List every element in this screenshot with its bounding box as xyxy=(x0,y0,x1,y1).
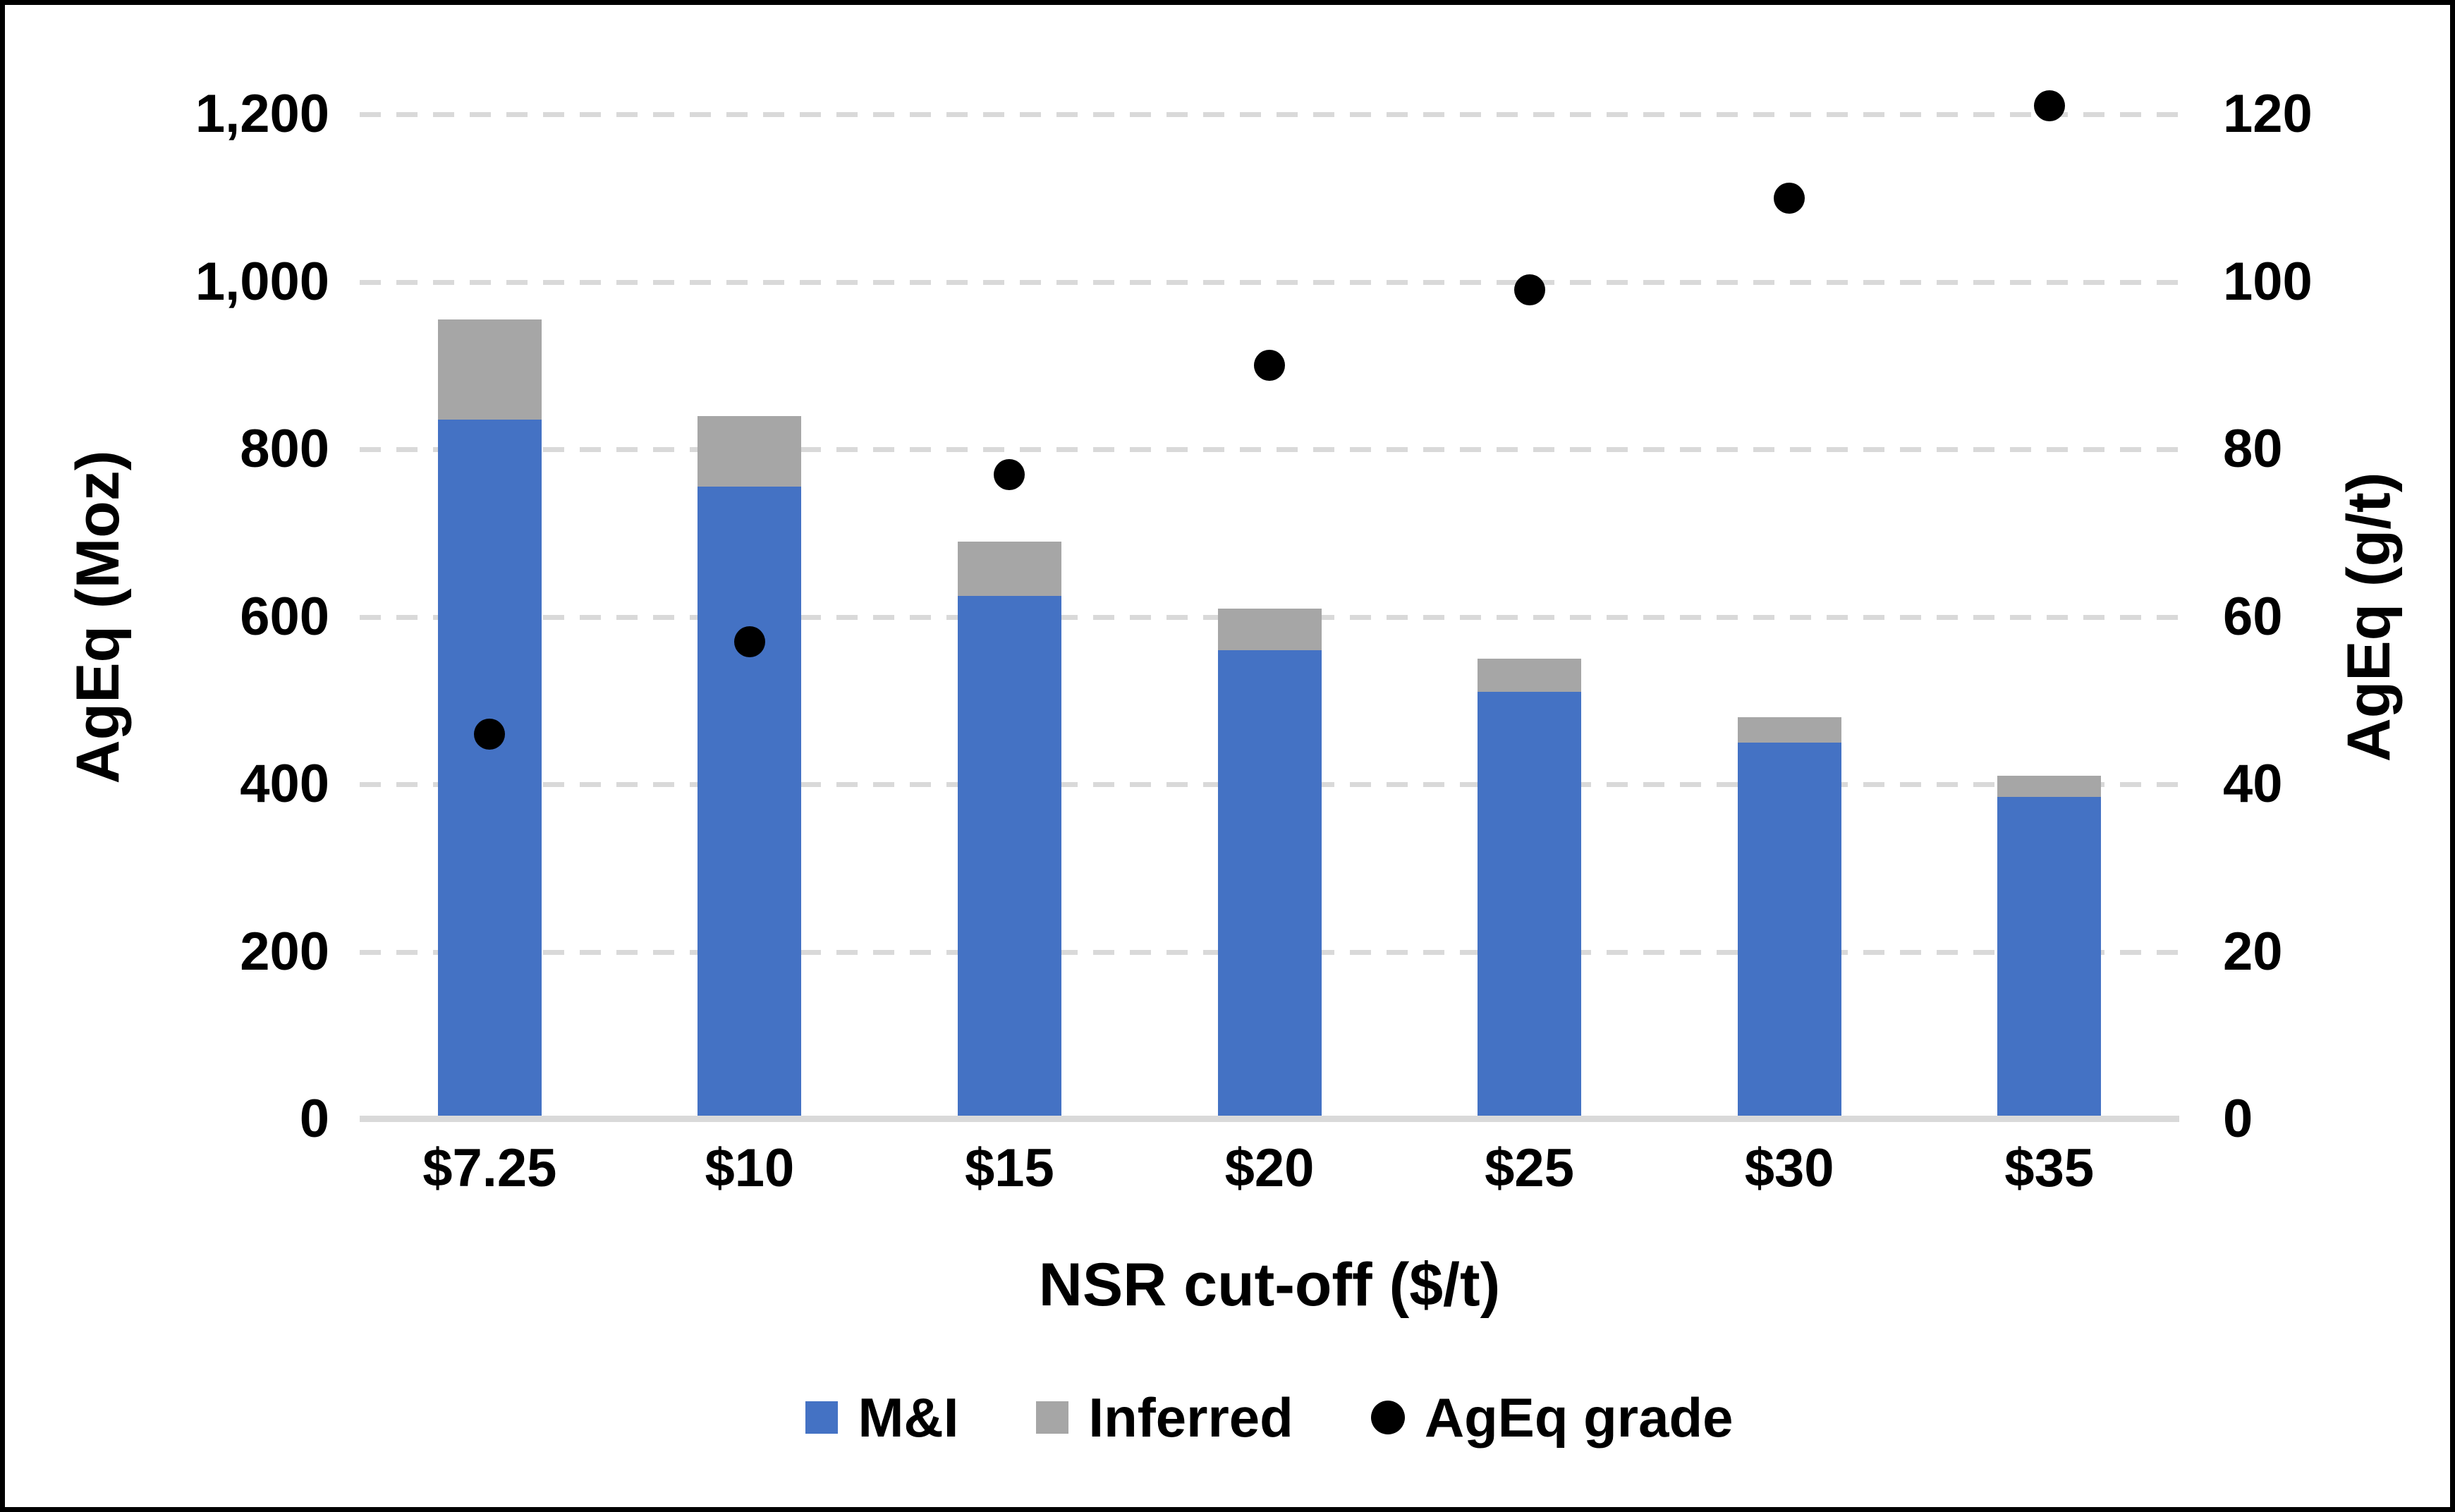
left-axis-tick-label: 1,000 xyxy=(195,251,329,312)
right-axis-tick-label: 100 xyxy=(2223,251,2313,312)
scatter-point-ageq-grade xyxy=(1774,182,1805,214)
legend-item-ageq-grade: AgEq grade xyxy=(1370,1386,1734,1449)
right-axis-tick-label: 80 xyxy=(2223,419,2283,479)
bar-segment-inferred xyxy=(1997,776,2102,797)
x-axis-title: NSR cut-off ($/t) xyxy=(1038,1251,1501,1319)
bar-segment-inferred xyxy=(1217,608,1322,650)
x-axis-tick-label: $15 xyxy=(965,1138,1054,1198)
bar-segment-mi xyxy=(1737,742,1841,1119)
x-axis-tick-label: $20 xyxy=(1224,1138,1315,1198)
bar-segment-inferred xyxy=(1478,658,1582,693)
right-axis-tick-label: 60 xyxy=(2223,586,2283,647)
right-axis-tick-label: 0 xyxy=(2223,1089,2253,1149)
left-axis-tick-label: 0 xyxy=(299,1089,329,1149)
legend-label: AgEq grade xyxy=(1424,1386,1734,1449)
left-axis-tick-label: 200 xyxy=(240,921,329,982)
left-axis-tick-label: 800 xyxy=(240,419,329,479)
scatter-point-ageq-grade xyxy=(474,718,506,750)
bar-segment-mi xyxy=(1217,650,1322,1119)
legend-circle-marker xyxy=(1370,1401,1405,1434)
legend: M&I Inferred AgEq grade xyxy=(360,1379,2179,1456)
right-axis-title: AgEq (g/t) xyxy=(2335,472,2403,762)
bar-segment-mi xyxy=(1997,796,2102,1119)
legend-label: Inferred xyxy=(1088,1386,1293,1449)
legend-square-marker xyxy=(1036,1401,1069,1434)
x-axis-tick-label: $25 xyxy=(1485,1138,1574,1198)
bar-segment-mi xyxy=(697,487,802,1119)
gridline xyxy=(360,447,2179,452)
x-axis-tick-label: $35 xyxy=(2004,1138,2095,1198)
x-axis-tick-label: $30 xyxy=(1744,1138,1834,1198)
x-axis-line xyxy=(360,1116,2179,1122)
bar-segment-mi xyxy=(957,595,1061,1119)
scatter-point-ageq-grade xyxy=(733,626,765,658)
legend-item-m-i: M&I xyxy=(805,1390,958,1445)
legend-item-inferred: Inferred xyxy=(1036,1390,1293,1445)
left-axis-title: AgEq (Moz) xyxy=(64,450,132,784)
bar-segment-inferred xyxy=(1737,717,1841,743)
right-axis-tick-label: 40 xyxy=(2223,754,2283,814)
left-axis-tick-label: 600 xyxy=(240,586,329,647)
x-axis-tick-label: $10 xyxy=(705,1138,795,1198)
gridline xyxy=(360,279,2179,285)
right-axis-tick-label: 120 xyxy=(2223,84,2313,144)
left-axis-tick-label: 400 xyxy=(240,754,329,814)
bar-segment-mi xyxy=(1478,692,1582,1119)
plot-area xyxy=(360,90,2179,1122)
bar-segment-inferred xyxy=(957,541,1061,596)
scatter-point-ageq-grade xyxy=(1513,274,1545,306)
left-axis-tick-label: 1,200 xyxy=(195,84,329,144)
x-axis-tick-label: $7.25 xyxy=(422,1138,557,1198)
scatter-point-ageq-grade xyxy=(994,458,1025,490)
scatter-point-ageq-grade xyxy=(2033,90,2065,122)
right-axis-tick-label: 20 xyxy=(2223,921,2283,982)
legend-square-marker xyxy=(805,1401,839,1434)
bar-segment-mi xyxy=(437,420,542,1119)
bar-segment-inferred xyxy=(437,319,542,420)
gridline xyxy=(360,112,2179,117)
legend-label: M&I xyxy=(858,1386,959,1449)
bar-segment-inferred xyxy=(697,415,802,487)
scatter-point-ageq-grade xyxy=(1254,350,1285,382)
